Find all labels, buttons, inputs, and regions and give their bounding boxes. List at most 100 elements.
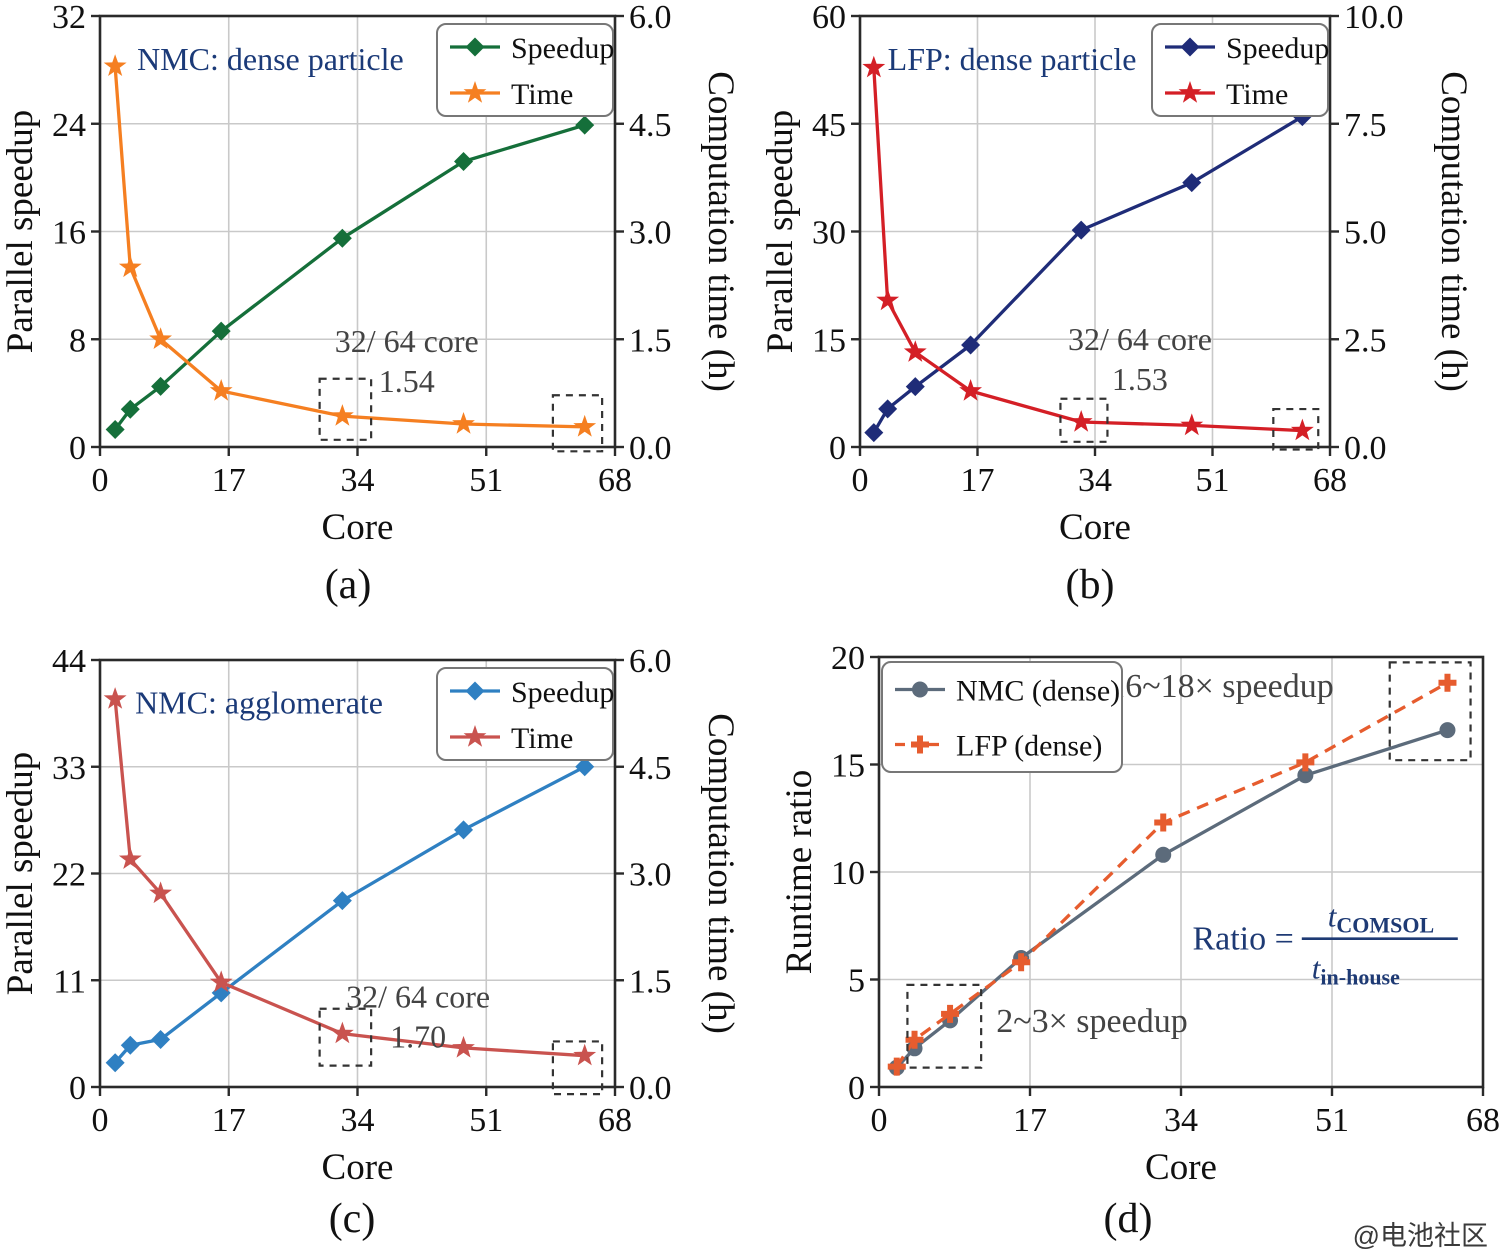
x-tick-label: 17	[212, 462, 246, 499]
chart-a-nmc-dense-particle: 0 17 34 51 68 0 8 16 24 32 0.0 1.5 3.0 4.5 6.0 Core Para…	[0, 0, 741, 548]
x-tick-label: 0	[92, 462, 109, 499]
star-marker	[573, 414, 597, 437]
diamond-marker	[1180, 37, 1200, 57]
diamond-marker	[575, 757, 595, 777]
annotation: 32/ 64 core	[1068, 321, 1212, 357]
y-right-tick-label: 0.0	[629, 1070, 672, 1107]
legend-label: Speedup	[511, 676, 614, 709]
y-left-tick-label: 22	[52, 857, 86, 894]
x-tick-label: 34	[1078, 462, 1112, 499]
circle-marker	[1155, 846, 1172, 863]
y-left-tick-label: 60	[812, 0, 846, 36]
annotation: 2~3× speedup	[996, 1003, 1187, 1040]
star-marker	[118, 255, 142, 278]
x-axis-title: Core	[322, 1147, 394, 1188]
diamond-marker	[332, 891, 352, 911]
y-axis-title: Parallel speedup	[0, 110, 41, 354]
plot-area: 0 17 34 51 68 0 15 30 45 60 0.0 2.5 5.0 7.5 10.0 Core Pa…	[760, 0, 1474, 548]
circle-marker	[1297, 767, 1314, 784]
y-left-tick-label: 33	[52, 750, 86, 787]
diamond-marker	[120, 399, 140, 419]
y-axis-title: Parallel speedup	[0, 752, 41, 996]
star-marker	[330, 404, 354, 426]
x-tick-label: 68	[598, 1102, 632, 1139]
y-left-tick-label: 30	[812, 215, 846, 252]
x-axis-title: Core	[1145, 1147, 1217, 1188]
right-axis-title: Computation time (h)	[700, 713, 741, 1034]
y-left-tick-label: 15	[812, 322, 846, 359]
plus-marker	[905, 1030, 924, 1049]
series-line-time	[872, 67, 1303, 433]
legend-label: NMC (dense)	[956, 675, 1120, 708]
formula-denominator: tin-house	[1312, 951, 1400, 990]
y-left-tick-label: 16	[52, 215, 86, 252]
x-tick-label: 51	[1315, 1102, 1349, 1139]
circle-marker	[1439, 722, 1456, 739]
highlight-box	[318, 1007, 373, 1067]
y-right-tick-label: 6.0	[629, 643, 672, 680]
star-marker	[463, 81, 487, 103]
annotation: 1.54	[379, 363, 435, 399]
star-marker	[209, 970, 233, 993]
x-tick-label: 51	[469, 1102, 503, 1139]
x-tick-label: 68	[598, 462, 632, 499]
diamond-marker	[878, 399, 898, 419]
y-left-tick-label: 10	[831, 855, 865, 892]
x-tick-label: 34	[341, 1102, 375, 1139]
star-marker	[573, 1043, 597, 1066]
y-right-tick-label: 7.5	[1344, 107, 1387, 144]
star-marker	[103, 687, 127, 709]
diamond-marker	[961, 335, 981, 355]
caption-c: (c)	[328, 1196, 376, 1242]
plus-marker	[911, 735, 929, 754]
plus-marker	[1296, 753, 1315, 772]
caption-b: (b)	[1065, 562, 1115, 608]
star-marker	[209, 379, 233, 401]
x-tick-label: 0	[871, 1102, 888, 1139]
x-tick-label: 0	[852, 462, 869, 499]
plus-marker	[1012, 953, 1031, 972]
diamond-marker	[332, 228, 352, 248]
star-marker	[1069, 410, 1093, 432]
diamond-marker	[105, 419, 125, 439]
x-tick-label: 17	[212, 1102, 246, 1139]
diamond-marker	[905, 377, 925, 397]
diamond-marker	[151, 376, 171, 396]
star-marker	[118, 847, 142, 869]
y-right-tick-label: 3.0	[629, 857, 672, 894]
star-marker	[959, 379, 982, 401]
y-left-tick-label: 0	[848, 1070, 865, 1107]
x-axis-title: Core	[322, 507, 394, 548]
y-right-tick-label: 3.0	[629, 215, 672, 252]
star-marker	[149, 881, 172, 904]
y-left-tick-label: 8	[69, 322, 86, 359]
y-right-tick-label: 6.0	[629, 0, 672, 36]
diamond-marker	[575, 115, 595, 135]
x-axis-title: Core	[1059, 507, 1131, 548]
legend-label: Time	[1226, 78, 1288, 111]
plot-area: 0 17 34 51 68 0 8 16 24 32 0.0 1.5 3.0 4.5 6.0 Core Para…	[0, 0, 741, 548]
star-marker	[463, 725, 487, 747]
legend-label: LFP (dense)	[956, 730, 1102, 763]
y-right-tick-label: 4.5	[629, 750, 672, 787]
highlight-box	[1059, 397, 1109, 443]
x-tick-label: 68	[1313, 462, 1347, 499]
x-tick-label: 17	[961, 462, 995, 499]
y-axis-title: Parallel speedup	[760, 110, 801, 354]
y-left-tick-label: 5	[848, 963, 865, 1000]
plot-area: 0 17 34 51 68 0 5 10 15 20 Core Runtime ratio 2~3× s…	[779, 640, 1500, 1188]
chart-c-nmc-agglomerate: 0 17 34 51 68 0 11 22 33 44 0.0 1.5 3.0 4.5 6.0 Core Par…	[0, 643, 741, 1188]
panel-title: NMC: agglomerate	[135, 684, 383, 720]
series-line-time	[113, 66, 585, 429]
y-right-tick-label: 5.0	[1344, 215, 1387, 252]
annotation: 1.70	[390, 1018, 446, 1054]
plus-marker	[1438, 673, 1457, 692]
formula-numerator: tCOMSOL	[1328, 899, 1434, 938]
annotation: 1.53	[1112, 361, 1168, 397]
chart-d-runtime-ratio: 0 17 34 51 68 0 5 10 15 20 Core Runtime ratio 2~3× s…	[779, 640, 1500, 1188]
y-left-tick-label: 0	[69, 1070, 86, 1107]
x-tick-label: 51	[1196, 462, 1230, 499]
y-right-tick-label: 1.5	[629, 322, 672, 359]
y-right-tick-label: 10.0	[1344, 0, 1404, 36]
